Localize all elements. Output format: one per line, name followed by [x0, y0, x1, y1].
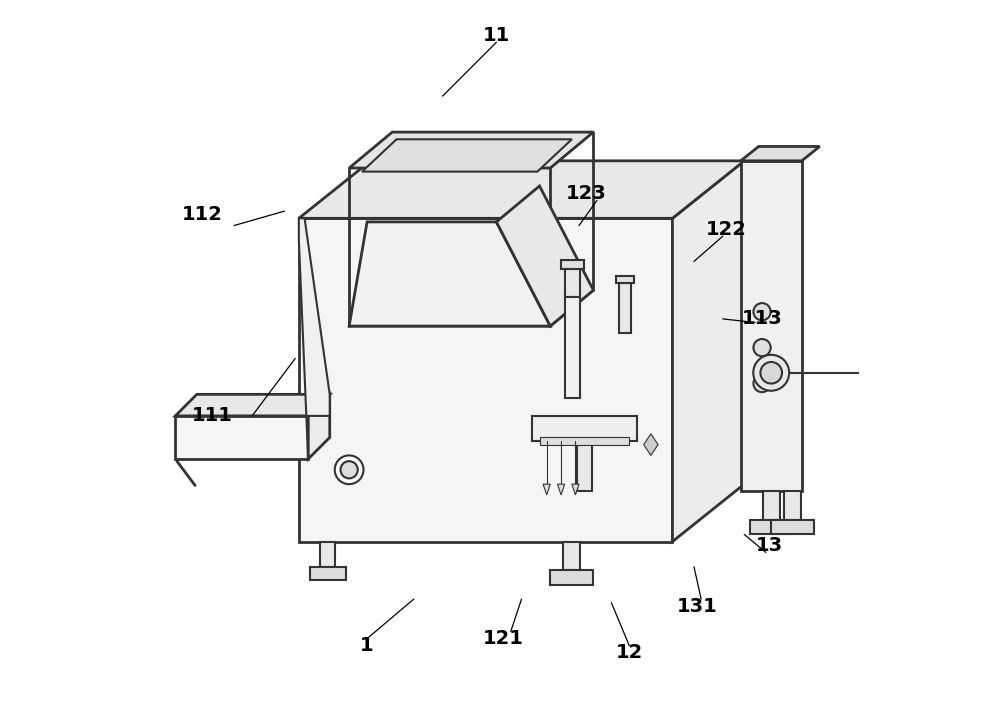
- Bar: [532, 416, 637, 441]
- Bar: [565, 269, 580, 298]
- Text: 112: 112: [181, 205, 222, 224]
- Polygon shape: [557, 484, 565, 495]
- Text: 121: 121: [483, 629, 524, 648]
- Circle shape: [335, 455, 363, 484]
- Bar: [577, 441, 592, 492]
- Polygon shape: [644, 434, 658, 455]
- Bar: [561, 260, 584, 269]
- FancyArrowPatch shape: [309, 462, 318, 485]
- Bar: [763, 492, 780, 520]
- Bar: [540, 437, 629, 445]
- Bar: [784, 492, 801, 520]
- Polygon shape: [349, 222, 550, 326]
- Text: 113: 113: [742, 309, 783, 329]
- Bar: [565, 298, 580, 398]
- Text: 123: 123: [566, 184, 607, 203]
- Polygon shape: [362, 139, 572, 172]
- Polygon shape: [308, 395, 330, 459]
- Bar: [766, 367, 777, 378]
- Bar: [310, 567, 346, 580]
- Polygon shape: [572, 484, 579, 495]
- Polygon shape: [175, 395, 330, 416]
- Text: 122: 122: [706, 219, 747, 239]
- Bar: [771, 520, 814, 534]
- Circle shape: [753, 339, 771, 356]
- Polygon shape: [299, 219, 330, 459]
- Bar: [550, 571, 593, 585]
- Polygon shape: [672, 161, 744, 542]
- Text: 11: 11: [483, 25, 510, 45]
- Circle shape: [753, 303, 771, 320]
- Text: 1: 1: [360, 636, 374, 655]
- Text: 12: 12: [616, 644, 643, 662]
- Bar: [563, 542, 580, 571]
- Polygon shape: [299, 161, 744, 219]
- Polygon shape: [349, 290, 593, 326]
- Bar: [320, 542, 335, 567]
- FancyArrowPatch shape: [177, 461, 195, 486]
- Polygon shape: [349, 132, 593, 168]
- Bar: [616, 276, 634, 283]
- Polygon shape: [741, 146, 820, 161]
- Text: 111: 111: [192, 406, 233, 426]
- Text: 13: 13: [756, 536, 783, 555]
- Bar: [741, 161, 802, 492]
- Circle shape: [753, 355, 789, 391]
- Circle shape: [341, 461, 358, 479]
- Bar: [750, 520, 793, 534]
- Bar: [175, 416, 308, 459]
- Bar: [619, 283, 631, 333]
- Circle shape: [760, 362, 782, 384]
- Circle shape: [753, 375, 771, 392]
- Polygon shape: [543, 484, 550, 495]
- Polygon shape: [496, 186, 593, 326]
- Circle shape: [886, 367, 898, 379]
- Text: 131: 131: [677, 597, 718, 616]
- Bar: [299, 219, 672, 542]
